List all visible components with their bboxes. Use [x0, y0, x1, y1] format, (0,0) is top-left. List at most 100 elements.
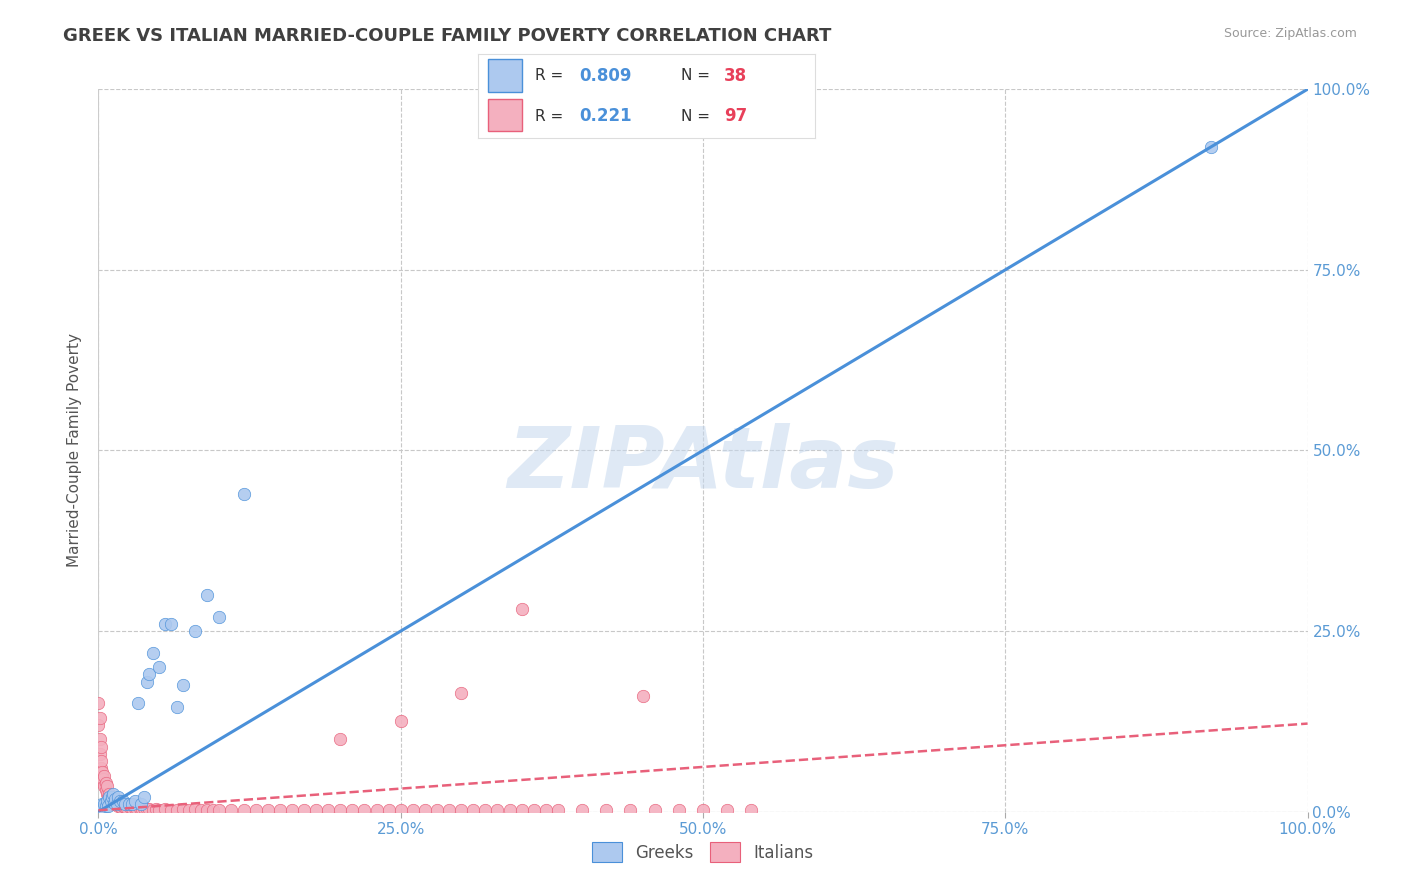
- Point: [101, 796, 124, 810]
- Point: [510, 602, 533, 616]
- Point: [160, 616, 183, 631]
- Point: [94, 783, 117, 797]
- Text: ZIPAtlas: ZIPAtlas: [508, 424, 898, 507]
- Point: [389, 714, 412, 729]
- Point: [110, 800, 132, 814]
- Point: [644, 803, 666, 817]
- Point: [91, 776, 114, 790]
- Text: N =: N =: [681, 109, 714, 124]
- Point: [108, 799, 131, 814]
- Point: [692, 803, 714, 817]
- Point: [153, 802, 176, 816]
- Text: 0.809: 0.809: [579, 67, 631, 85]
- Point: [450, 685, 472, 699]
- Text: Source: ZipAtlas.com: Source: ZipAtlas.com: [1223, 27, 1357, 40]
- Point: [245, 803, 267, 817]
- Point: [232, 487, 254, 501]
- Point: [329, 732, 352, 747]
- Point: [105, 797, 128, 812]
- Point: [100, 794, 122, 808]
- Point: [160, 803, 183, 817]
- Point: [474, 803, 496, 817]
- Point: [342, 803, 364, 817]
- Point: [172, 802, 194, 816]
- Point: [93, 797, 115, 812]
- Point: [90, 754, 112, 768]
- Point: [179, 803, 201, 817]
- Point: [100, 794, 122, 808]
- Point: [89, 711, 111, 725]
- Point: [91, 801, 114, 815]
- Point: [184, 624, 207, 639]
- Point: [256, 803, 278, 817]
- Point: [87, 805, 110, 819]
- Point: [111, 799, 134, 814]
- Text: GREEK VS ITALIAN MARRIED-COUPLE FAMILY POVERTY CORRELATION CHART: GREEK VS ITALIAN MARRIED-COUPLE FAMILY P…: [63, 27, 831, 45]
- Point: [142, 803, 165, 817]
- Point: [135, 802, 157, 816]
- Point: [124, 801, 146, 815]
- Point: [129, 797, 152, 812]
- Point: [104, 791, 127, 805]
- Point: [547, 803, 569, 817]
- Point: [131, 802, 153, 816]
- Point: [114, 797, 136, 812]
- Point: [100, 790, 122, 805]
- Point: [104, 796, 127, 810]
- Point: [128, 801, 150, 815]
- Point: [127, 696, 149, 710]
- Point: [96, 787, 118, 801]
- Point: [142, 646, 165, 660]
- Point: [100, 790, 122, 805]
- Point: [91, 769, 114, 783]
- Bar: [488, 60, 522, 92]
- Point: [232, 803, 254, 817]
- Point: [195, 803, 218, 817]
- Point: [498, 803, 520, 817]
- Point: [108, 794, 131, 808]
- Point: [94, 776, 117, 790]
- Point: [426, 803, 449, 817]
- Point: [619, 803, 641, 817]
- Point: [281, 803, 304, 817]
- Text: 0.221: 0.221: [579, 107, 631, 125]
- Point: [269, 803, 291, 817]
- Point: [413, 803, 436, 817]
- Point: [329, 803, 352, 817]
- Text: 97: 97: [724, 107, 748, 125]
- Point: [97, 799, 120, 814]
- Point: [190, 803, 212, 817]
- Point: [145, 802, 167, 816]
- Text: R =: R =: [536, 109, 568, 124]
- Point: [124, 794, 146, 808]
- Point: [90, 801, 112, 815]
- Point: [114, 800, 136, 814]
- Point: [108, 797, 131, 812]
- Point: [127, 802, 149, 816]
- Point: [93, 769, 115, 783]
- Point: [366, 803, 388, 817]
- Text: 38: 38: [724, 67, 748, 85]
- Point: [153, 616, 176, 631]
- Point: [668, 803, 690, 817]
- Point: [103, 797, 125, 812]
- Point: [523, 803, 546, 817]
- Bar: [488, 99, 522, 131]
- Point: [134, 790, 156, 805]
- Point: [172, 678, 194, 692]
- Point: [221, 803, 243, 817]
- Point: [97, 790, 120, 805]
- Point: [91, 764, 114, 779]
- Point: [98, 787, 121, 801]
- Point: [91, 772, 114, 787]
- Point: [292, 803, 315, 817]
- Point: [90, 739, 112, 754]
- Point: [89, 747, 111, 761]
- Point: [202, 803, 225, 817]
- Point: [96, 780, 118, 794]
- Legend: Greeks, Italians: Greeks, Italians: [585, 836, 821, 869]
- Point: [740, 803, 762, 817]
- Point: [135, 674, 157, 689]
- Point: [107, 790, 129, 805]
- Point: [89, 732, 111, 747]
